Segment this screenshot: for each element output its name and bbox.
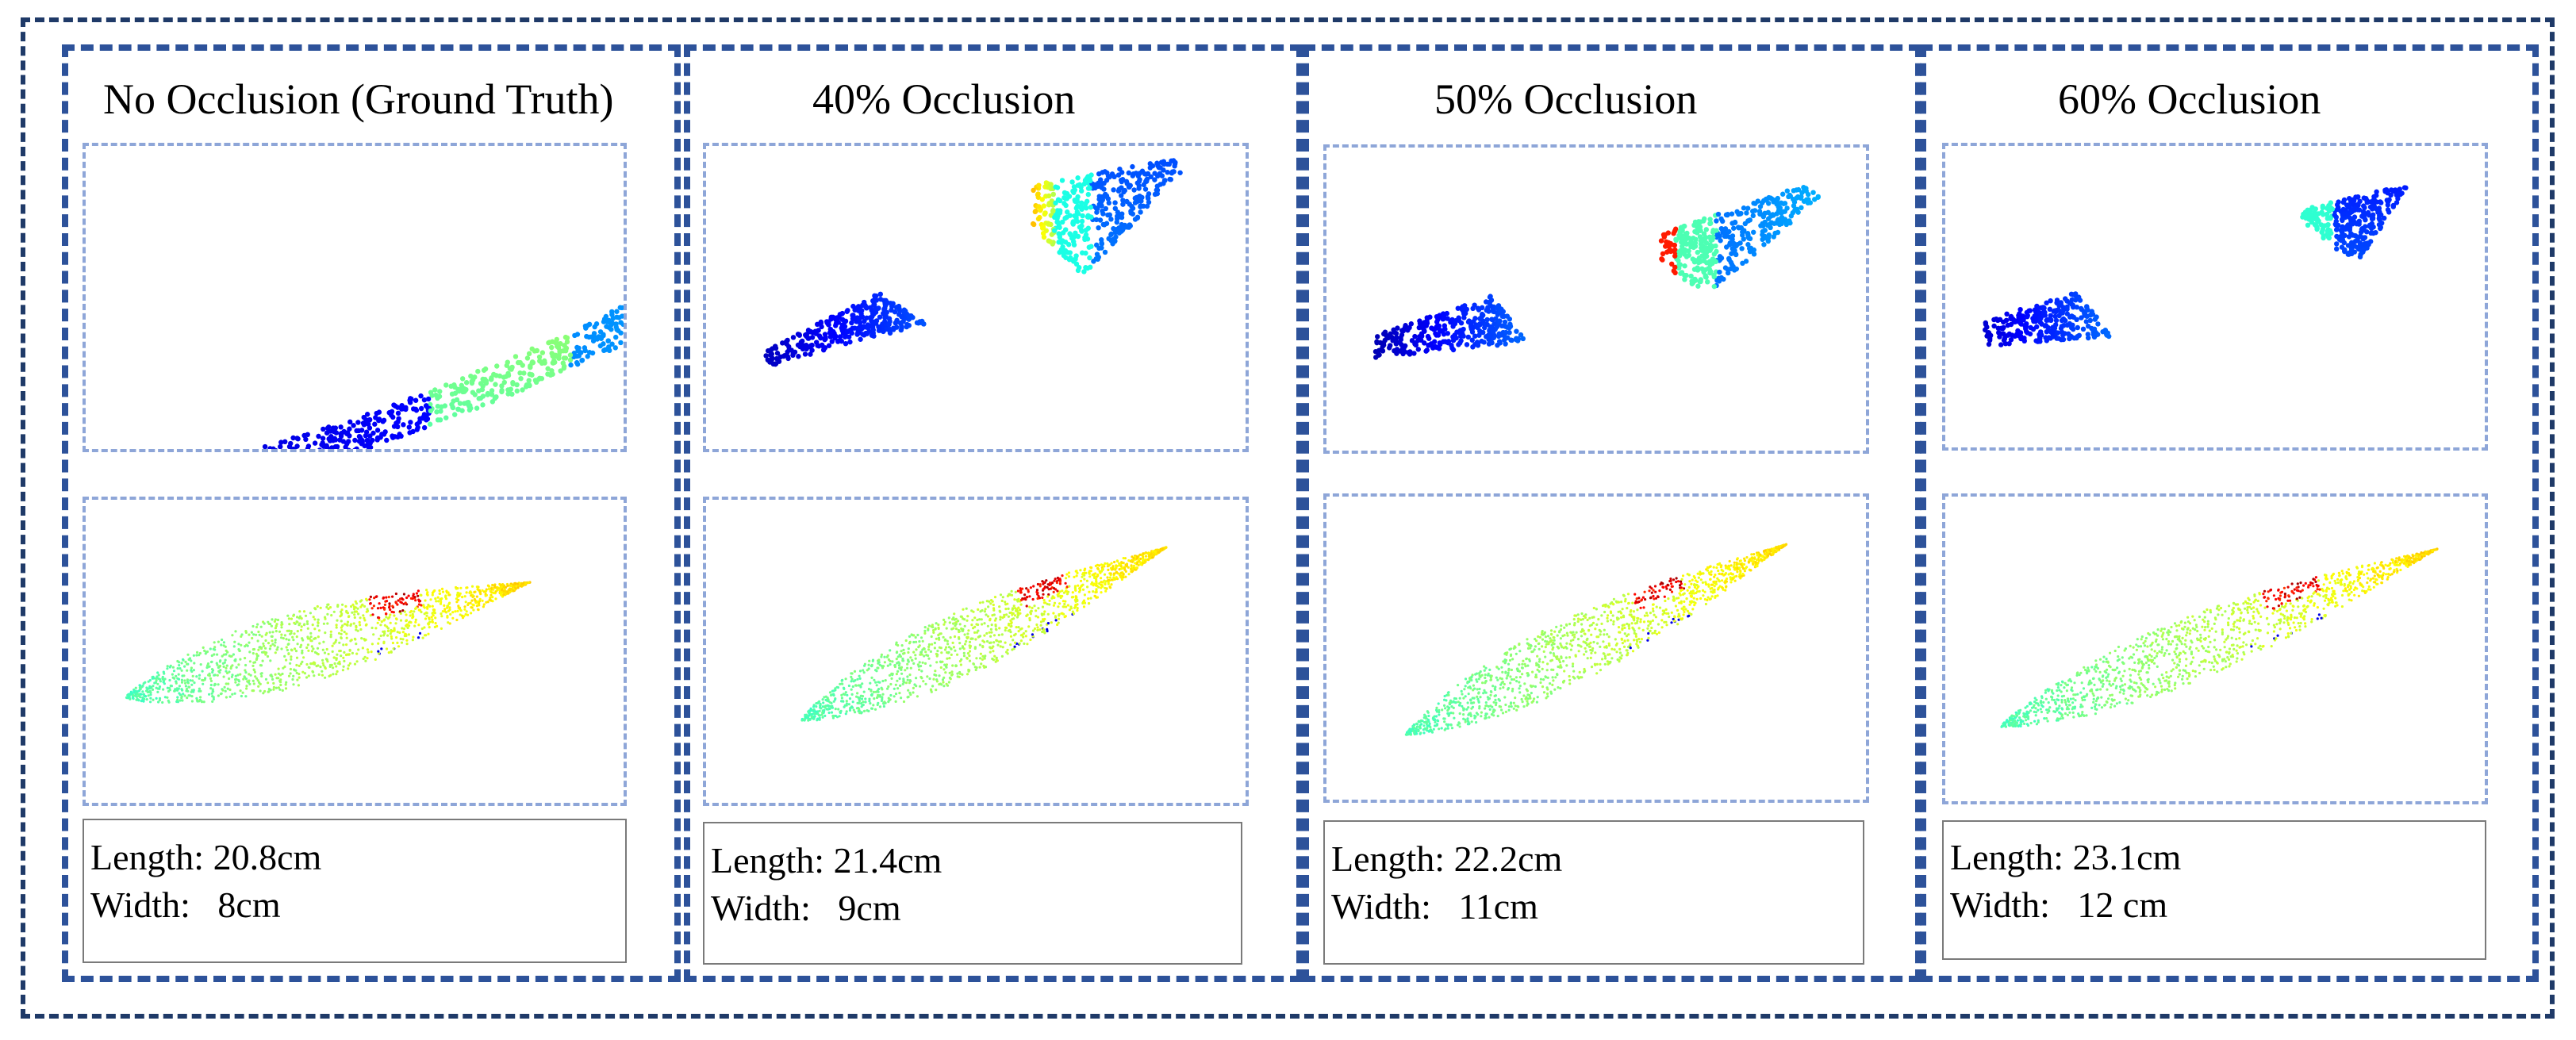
- width-label: Width:: [90, 885, 190, 925]
- length-value: 22.2cm: [1453, 839, 1563, 879]
- panel-title: 60% Occlusion: [2058, 75, 2321, 123]
- point-cloud-bottom: [800, 546, 1168, 722]
- partial-point-cloud-view: [83, 143, 627, 452]
- panel-60-occlusion: [1920, 44, 2539, 982]
- measurement-box: Length: 23.1cm Width: 12 cm: [1942, 820, 2486, 960]
- partial-point-cloud-view: [1942, 143, 2488, 451]
- point-cloud-bottom: [125, 581, 532, 704]
- length-value: 23.1cm: [2072, 837, 2182, 877]
- panel-title: 40% Occlusion: [812, 75, 1076, 123]
- completed-point-cloud-view: [1323, 493, 1869, 803]
- point-cloud-bottom: [1404, 543, 1788, 736]
- measurement-box: Length: 21.4cm Width: 9cm: [703, 822, 1242, 965]
- width-label: Width:: [1331, 886, 1431, 927]
- completed-point-cloud-view: [703, 497, 1249, 806]
- length-value: 21.4cm: [833, 840, 942, 881]
- point-cloud-bottom: [2000, 547, 2439, 728]
- width-value: 9cm: [838, 888, 901, 928]
- width-label: Width:: [711, 888, 811, 928]
- measurement-box: Length: 20.8cm Width: 8cm: [83, 819, 627, 963]
- length-label: Length:: [1950, 837, 2064, 877]
- point-cloud-top: [262, 305, 624, 449]
- completed-point-cloud-view: [83, 497, 627, 806]
- panel-no-occlusion: [62, 44, 681, 982]
- panel-title: No Occlusion (Ground Truth): [103, 75, 614, 123]
- width-label: Width:: [1950, 885, 2050, 925]
- point-cloud-top: [1983, 185, 2409, 347]
- length-label: Length:: [1331, 839, 1445, 879]
- point-cloud-top: [1372, 185, 1821, 360]
- completed-point-cloud-view: [1942, 493, 2488, 804]
- width-value: 12 cm: [2077, 885, 2168, 925]
- measurement-box: Length: 22.2cm Width: 11cm: [1323, 820, 1864, 965]
- length-label: Length:: [711, 840, 825, 881]
- partial-point-cloud-view: [1323, 144, 1869, 454]
- point-cloud-top: [763, 158, 1183, 367]
- panel-title: 50% Occlusion: [1434, 75, 1698, 123]
- width-value: 8cm: [217, 885, 281, 925]
- panel-40-occlusion: [684, 44, 1303, 982]
- panel-50-occlusion: [1303, 44, 1921, 982]
- length-value: 20.8cm: [213, 837, 322, 877]
- width-value: 11cm: [1458, 886, 1538, 927]
- figure-frame: [21, 17, 2555, 1019]
- partial-point-cloud-view: [703, 143, 1249, 452]
- length-label: Length:: [90, 837, 205, 877]
